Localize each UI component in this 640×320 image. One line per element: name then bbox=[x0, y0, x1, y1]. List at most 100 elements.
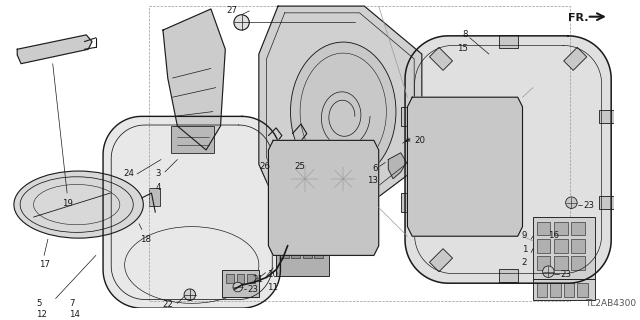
Bar bbox=[499, 269, 518, 282]
Bar bbox=[577, 283, 588, 297]
Bar bbox=[314, 249, 323, 258]
Text: 18: 18 bbox=[140, 235, 151, 244]
Circle shape bbox=[543, 266, 554, 277]
Polygon shape bbox=[405, 36, 611, 283]
Text: 14: 14 bbox=[69, 310, 80, 319]
Circle shape bbox=[478, 187, 490, 199]
Bar bbox=[537, 239, 550, 252]
Text: 2: 2 bbox=[522, 258, 527, 267]
Text: 6: 6 bbox=[372, 164, 378, 173]
Polygon shape bbox=[388, 153, 406, 179]
Circle shape bbox=[335, 170, 352, 187]
Bar bbox=[572, 256, 585, 270]
Bar bbox=[554, 256, 568, 270]
Polygon shape bbox=[408, 97, 522, 236]
Text: 24: 24 bbox=[124, 169, 134, 178]
Circle shape bbox=[440, 188, 451, 199]
Text: 5: 5 bbox=[36, 299, 42, 308]
Text: 4: 4 bbox=[156, 183, 161, 193]
Text: 7: 7 bbox=[69, 299, 74, 308]
Bar bbox=[227, 274, 234, 283]
Polygon shape bbox=[268, 128, 282, 145]
Text: FR.: FR. bbox=[568, 13, 588, 23]
Bar bbox=[429, 47, 452, 70]
Bar bbox=[303, 249, 312, 258]
Bar bbox=[419, 198, 431, 209]
Text: 23: 23 bbox=[583, 201, 594, 210]
Polygon shape bbox=[259, 6, 422, 207]
Circle shape bbox=[295, 223, 308, 236]
Circle shape bbox=[471, 180, 497, 206]
Bar bbox=[401, 107, 414, 126]
Circle shape bbox=[464, 163, 476, 175]
Polygon shape bbox=[163, 9, 225, 150]
Circle shape bbox=[463, 209, 473, 219]
Bar bbox=[276, 246, 329, 276]
Bar bbox=[148, 6, 570, 301]
Bar bbox=[435, 198, 447, 209]
Text: 19: 19 bbox=[61, 199, 72, 208]
Circle shape bbox=[480, 136, 494, 150]
Bar bbox=[537, 256, 550, 270]
Bar bbox=[237, 274, 244, 283]
Text: 23: 23 bbox=[247, 285, 259, 294]
Ellipse shape bbox=[291, 42, 396, 181]
Bar bbox=[429, 249, 452, 272]
Text: 26: 26 bbox=[259, 162, 270, 172]
Bar bbox=[554, 222, 568, 235]
Bar bbox=[415, 193, 471, 231]
Text: 11: 11 bbox=[266, 283, 278, 292]
Text: 17: 17 bbox=[38, 260, 50, 269]
Circle shape bbox=[326, 162, 360, 196]
Circle shape bbox=[295, 169, 314, 188]
Bar bbox=[499, 35, 518, 48]
Bar bbox=[572, 222, 585, 235]
Text: 21: 21 bbox=[253, 275, 264, 284]
Bar bbox=[554, 239, 568, 252]
Bar bbox=[280, 249, 289, 258]
Text: 20: 20 bbox=[414, 136, 425, 145]
Text: 16: 16 bbox=[548, 231, 559, 240]
Bar bbox=[564, 283, 574, 297]
Text: 3: 3 bbox=[156, 169, 161, 178]
Bar bbox=[148, 188, 160, 205]
Bar bbox=[247, 274, 255, 283]
Circle shape bbox=[326, 217, 355, 246]
Circle shape bbox=[308, 192, 339, 223]
Bar bbox=[599, 196, 618, 209]
Bar bbox=[599, 110, 618, 123]
Text: TL2AB4300: TL2AB4300 bbox=[585, 299, 636, 308]
Polygon shape bbox=[292, 124, 307, 145]
Circle shape bbox=[333, 224, 348, 239]
Circle shape bbox=[433, 180, 458, 205]
Circle shape bbox=[456, 156, 483, 182]
Bar bbox=[291, 249, 300, 258]
Circle shape bbox=[285, 160, 324, 198]
Circle shape bbox=[289, 216, 316, 243]
Bar bbox=[564, 47, 587, 70]
Bar bbox=[572, 239, 585, 252]
Text: 8: 8 bbox=[462, 30, 468, 39]
Circle shape bbox=[566, 197, 577, 208]
Polygon shape bbox=[103, 116, 280, 308]
Text: 15: 15 bbox=[457, 44, 468, 52]
Text: 10: 10 bbox=[266, 270, 278, 279]
Polygon shape bbox=[17, 35, 92, 64]
Bar bbox=[223, 270, 259, 297]
Circle shape bbox=[316, 200, 332, 215]
Bar bbox=[564, 249, 587, 272]
Bar bbox=[537, 222, 550, 235]
Text: 22: 22 bbox=[163, 300, 173, 309]
Circle shape bbox=[233, 282, 243, 292]
Circle shape bbox=[472, 128, 502, 159]
Bar bbox=[171, 126, 214, 153]
Ellipse shape bbox=[14, 171, 143, 238]
Bar bbox=[537, 283, 547, 297]
Bar bbox=[401, 193, 414, 212]
Text: 25: 25 bbox=[294, 162, 305, 172]
Circle shape bbox=[441, 135, 456, 151]
Bar bbox=[533, 217, 595, 279]
Circle shape bbox=[184, 289, 196, 300]
Text: 13: 13 bbox=[367, 176, 378, 185]
Bar bbox=[450, 198, 462, 209]
